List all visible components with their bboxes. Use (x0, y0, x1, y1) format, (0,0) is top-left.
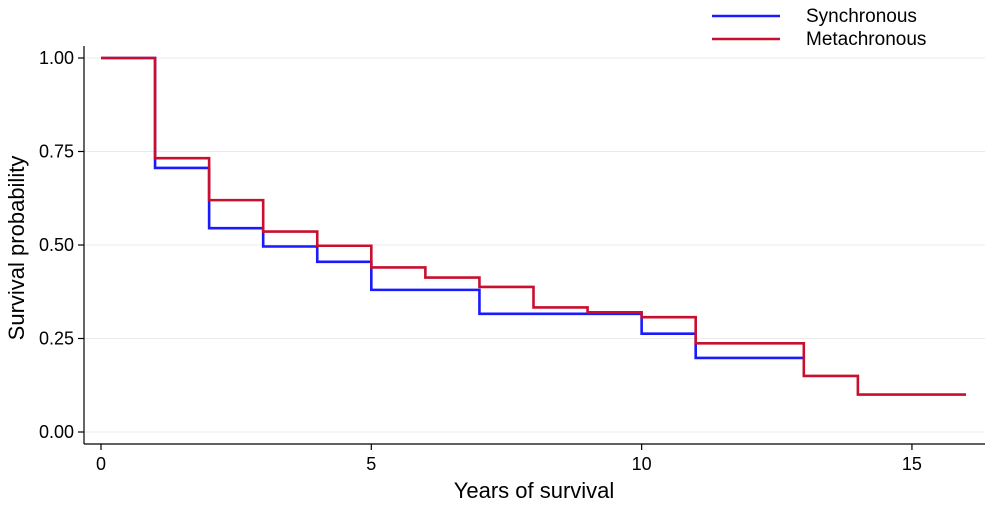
series-line-synchronous (101, 56, 804, 360)
x-axis-title: Years of survival (454, 478, 615, 503)
y-tick-label: 1.00 (39, 48, 74, 68)
series-lines (101, 56, 966, 396)
x-tick-label: 15 (902, 454, 922, 474)
y-tick-label: 0.00 (39, 422, 74, 442)
y-tick-label: 0.75 (39, 142, 74, 162)
grid-lines (84, 57, 985, 433)
x-tick-label: 0 (96, 454, 106, 474)
axis-ticks: 0.00 0.25 0.50 0.75 1.00 0 5 10 15 (39, 48, 922, 474)
x-tick-label: 5 (366, 454, 376, 474)
legend: Synchronous Metachronous (712, 6, 926, 50)
x-tick-label: 10 (632, 454, 652, 474)
y-tick-label: 0.50 (39, 235, 74, 255)
legend-label-synchronous: Synchronous (806, 6, 917, 27)
legend-label-metachronous: Metachronous (806, 29, 926, 50)
y-tick-label: 0.25 (39, 329, 74, 349)
series-line-metachronous (101, 56, 966, 396)
y-axis-title: Survival probability (4, 156, 29, 341)
